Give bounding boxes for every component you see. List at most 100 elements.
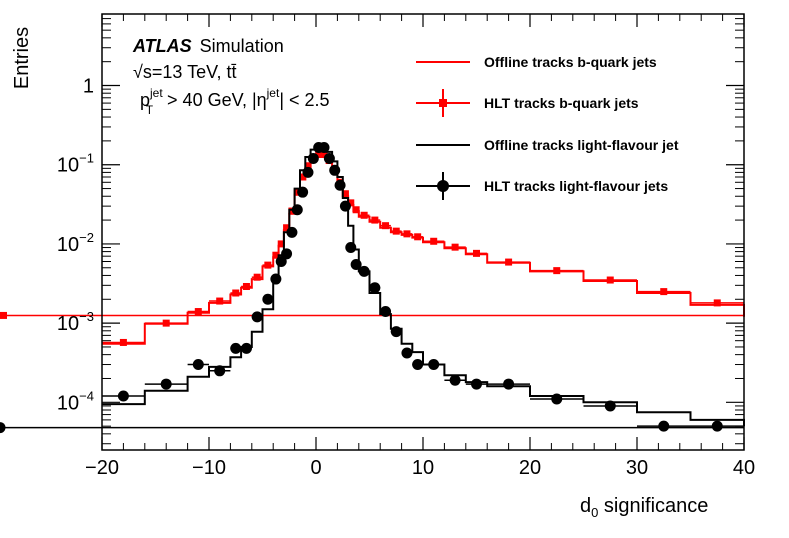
atlas-label: ATLAS Simulation — [132, 36, 284, 56]
data-point-hlt-tracks-b-quark-jets — [606, 276, 614, 284]
data-point-hlt-tracks-light-flavour-jets — [307, 152, 319, 164]
x-tick-label: −10 — [192, 457, 226, 479]
data-point-hlt-tracks-b-quark-jets — [553, 267, 561, 275]
data-point-hlt-tracks-light-flavour-jets — [358, 265, 370, 277]
y-tick-label: 1 — [83, 76, 94, 98]
data-point-hlt-tracks-light-flavour-jets — [711, 420, 723, 432]
data-point-hlt-tracks-light-flavour-jets — [302, 166, 314, 178]
data-point-hlt-tracks-b-quark-jets — [392, 227, 400, 235]
data-point-hlt-tracks-b-quark-jets — [371, 216, 379, 224]
data-point-hlt-tracks-b-quark-jets — [414, 233, 422, 241]
data-point-hlt-tracks-light-flavour-jets — [471, 378, 482, 390]
data-point-hlt-tracks-b-quark-jets — [0, 311, 7, 319]
legend-entry-offline-light: Offline tracks light-flavour jet — [416, 137, 679, 153]
data-point-hlt-tracks-light-flavour-jets — [551, 393, 563, 405]
data-point-hlt-tracks-b-quark-jets — [277, 240, 285, 248]
data-point-hlt-tracks-b-quark-jets — [505, 258, 513, 266]
data-point-hlt-tracks-b-quark-jets — [430, 237, 438, 245]
data-point-hlt-tracks-light-flavour-jets — [291, 204, 303, 216]
cuts-label: pjet T > 40 GeV, |ηjet| < 2.5 — [140, 86, 330, 117]
data-point-hlt-tracks-b-quark-jets — [194, 308, 202, 316]
y-tick-label: 10−4 — [57, 388, 94, 414]
data-point-hlt-tracks-light-flavour-jets — [262, 293, 274, 305]
data-point-hlt-tracks-b-quark-jets — [253, 273, 261, 281]
legend-marker-hlt-light — [437, 180, 449, 192]
data-point-hlt-tracks-light-flavour-jets — [117, 390, 129, 402]
data-point-hlt-tracks-light-flavour-jets — [230, 342, 242, 354]
data-point-hlt-tracks-light-flavour-jets — [503, 378, 515, 390]
data-point-hlt-tracks-light-flavour-jets — [412, 359, 424, 371]
x-tick-label: 10 — [412, 457, 434, 479]
data-point-hlt-tracks-b-quark-jets — [288, 207, 296, 215]
energy-label: √s=13 TeV, tt̄ — [133, 62, 237, 82]
data-point-hlt-tracks-light-flavour-jets — [449, 374, 461, 386]
data-point-hlt-tracks-light-flavour-jets — [270, 273, 282, 285]
data-point-hlt-tracks-light-flavour-jets — [658, 420, 670, 432]
data-point-hlt-tracks-light-flavour-jets — [604, 400, 616, 412]
data-point-hlt-tracks-light-flavour-jets — [350, 258, 362, 270]
data-point-hlt-tracks-b-quark-jets — [283, 224, 291, 232]
data-point-hlt-tracks-light-flavour-jets — [323, 152, 335, 164]
series-line-offline-tracks-light-flavour-jet — [102, 146, 745, 427]
legend-marker-hlt-b — [439, 99, 447, 107]
x-tick-label: 30 — [626, 457, 648, 479]
data-point-hlt-tracks-b-quark-jets — [320, 150, 328, 158]
series-hlt-tracks-light-flavour-jets — [0, 141, 744, 434]
data-point-hlt-tracks-b-quark-jets — [341, 190, 349, 198]
x-tick-label: 20 — [519, 457, 541, 479]
data-point-hlt-tracks-light-flavour-jets — [0, 422, 6, 434]
axes-layer: −20 −10 0 10 20 30 40 10−4 10−3 10−2 10−1 1 — [57, 13, 755, 479]
legend-label-offline-b: Offline tracks b-quark jets — [484, 54, 657, 70]
legend-label-hlt-b: HLT tracks b-quark jets — [484, 95, 639, 111]
data-point-hlt-tracks-b-quark-jets — [299, 173, 307, 181]
data-point-hlt-tracks-light-flavour-jets — [160, 378, 172, 390]
y-tick-label: 10−1 — [57, 151, 94, 177]
x-tick-label: −20 — [85, 457, 119, 479]
data-point-hlt-tracks-b-quark-jets — [272, 251, 280, 259]
data-point-hlt-tracks-b-quark-jets — [232, 289, 240, 297]
series-layer — [0, 141, 745, 434]
data-point-hlt-tracks-b-quark-jets — [304, 162, 312, 170]
data-point-hlt-tracks-b-quark-jets — [713, 299, 721, 307]
data-point-hlt-tracks-light-flavour-jets — [380, 306, 392, 318]
data-point-hlt-tracks-b-quark-jets — [660, 288, 668, 296]
y-axis-title: Entries — [11, 27, 33, 89]
data-point-hlt-tracks-light-flavour-jets — [318, 141, 330, 153]
legend-label-hlt-light: HLT tracks light-flavour jets — [484, 178, 668, 194]
data-point-hlt-tracks-b-quark-jets — [347, 199, 355, 207]
data-point-hlt-tracks-light-flavour-jets — [275, 255, 287, 267]
legend: Offline tracks b-quark jets HLT tracks b… — [416, 54, 679, 200]
data-point-hlt-tracks-light-flavour-jets — [281, 248, 293, 260]
data-point-hlt-tracks-b-quark-jets — [451, 243, 459, 251]
data-point-hlt-tracks-b-quark-jets — [162, 319, 170, 327]
data-point-hlt-tracks-light-flavour-jets — [329, 164, 341, 176]
data-point-hlt-tracks-b-quark-jets — [403, 230, 411, 238]
y-tick-label: 10−3 — [57, 309, 94, 335]
data-point-hlt-tracks-b-quark-jets — [216, 297, 224, 305]
data-point-hlt-tracks-light-flavour-jets — [214, 365, 226, 377]
legend-entry-hlt-light: HLT tracks light-flavour jets — [416, 172, 668, 200]
data-point-hlt-tracks-b-quark-jets — [360, 211, 368, 219]
x-tick-label: 0 — [310, 457, 321, 479]
series-offline-tracks-light-flavour-jet — [102, 146, 745, 427]
data-point-hlt-tracks-b-quark-jets — [473, 249, 480, 257]
data-point-hlt-tracks-b-quark-jets — [352, 206, 360, 214]
data-point-hlt-tracks-light-flavour-jets — [240, 342, 252, 354]
data-point-hlt-tracks-light-flavour-jets — [251, 311, 263, 323]
y-tick-label: 10−2 — [57, 230, 94, 256]
data-point-hlt-tracks-b-quark-jets — [315, 150, 323, 158]
legend-label-offline-light: Offline tracks light-flavour jet — [484, 137, 679, 153]
data-point-hlt-tracks-light-flavour-jets — [297, 186, 309, 198]
legend-entry-offline-b: Offline tracks b-quark jets — [416, 54, 657, 70]
data-point-hlt-tracks-light-flavour-jets — [339, 200, 351, 212]
data-point-hlt-tracks-light-flavour-jets — [286, 226, 298, 238]
data-point-hlt-tracks-b-quark-jets — [382, 222, 390, 230]
data-point-hlt-tracks-b-quark-jets — [242, 282, 250, 290]
data-point-hlt-tracks-light-flavour-jets — [390, 326, 402, 338]
data-point-hlt-tracks-b-quark-jets — [264, 261, 272, 269]
data-point-hlt-tracks-light-flavour-jets — [401, 347, 413, 359]
legend-entry-hlt-b: HLT tracks b-quark jets — [416, 89, 639, 117]
